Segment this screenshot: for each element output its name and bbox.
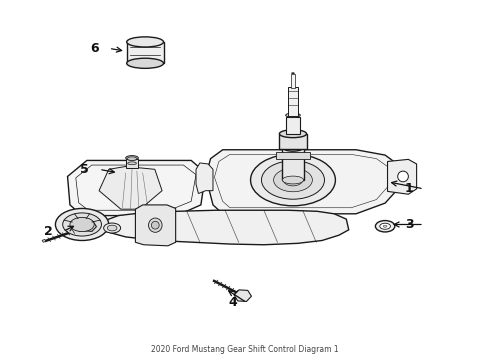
Bar [279,134,306,149]
Ellipse shape [282,176,303,184]
Ellipse shape [279,130,306,138]
Ellipse shape [283,174,302,186]
Ellipse shape [70,217,94,231]
Ellipse shape [103,223,121,233]
Ellipse shape [397,171,407,182]
Bar [282,148,303,180]
Ellipse shape [285,113,300,117]
Bar [285,117,300,134]
Ellipse shape [107,225,117,231]
Ellipse shape [261,161,324,199]
Bar [287,87,297,116]
Polygon shape [102,210,348,245]
Polygon shape [196,163,213,194]
Ellipse shape [125,156,138,160]
Polygon shape [205,150,399,214]
Text: 6: 6 [90,42,98,55]
Ellipse shape [126,37,163,47]
Text: 2020 Ford Mustang Gear Shift Control Diagram 1: 2020 Ford Mustang Gear Shift Control Dia… [150,345,338,354]
Text: 3: 3 [404,218,413,231]
Ellipse shape [291,72,294,74]
Bar [42,239,46,242]
Text: 4: 4 [227,296,236,309]
Ellipse shape [55,208,108,240]
Ellipse shape [250,154,335,206]
Ellipse shape [62,213,102,236]
Ellipse shape [379,223,389,229]
Bar [275,152,309,159]
Ellipse shape [148,218,162,232]
Bar [290,74,295,88]
Ellipse shape [126,58,163,68]
Ellipse shape [151,221,159,229]
Text: 2: 2 [44,225,52,238]
Polygon shape [386,159,416,194]
Polygon shape [135,205,175,246]
Ellipse shape [273,168,312,192]
Bar [126,159,138,167]
Bar [126,42,163,63]
Ellipse shape [383,225,386,227]
Ellipse shape [375,221,394,232]
Polygon shape [99,166,162,209]
Ellipse shape [282,143,303,151]
Ellipse shape [127,157,137,161]
Polygon shape [67,161,205,216]
Text: 5: 5 [80,163,89,176]
Ellipse shape [127,162,136,165]
Text: 1: 1 [404,183,413,195]
